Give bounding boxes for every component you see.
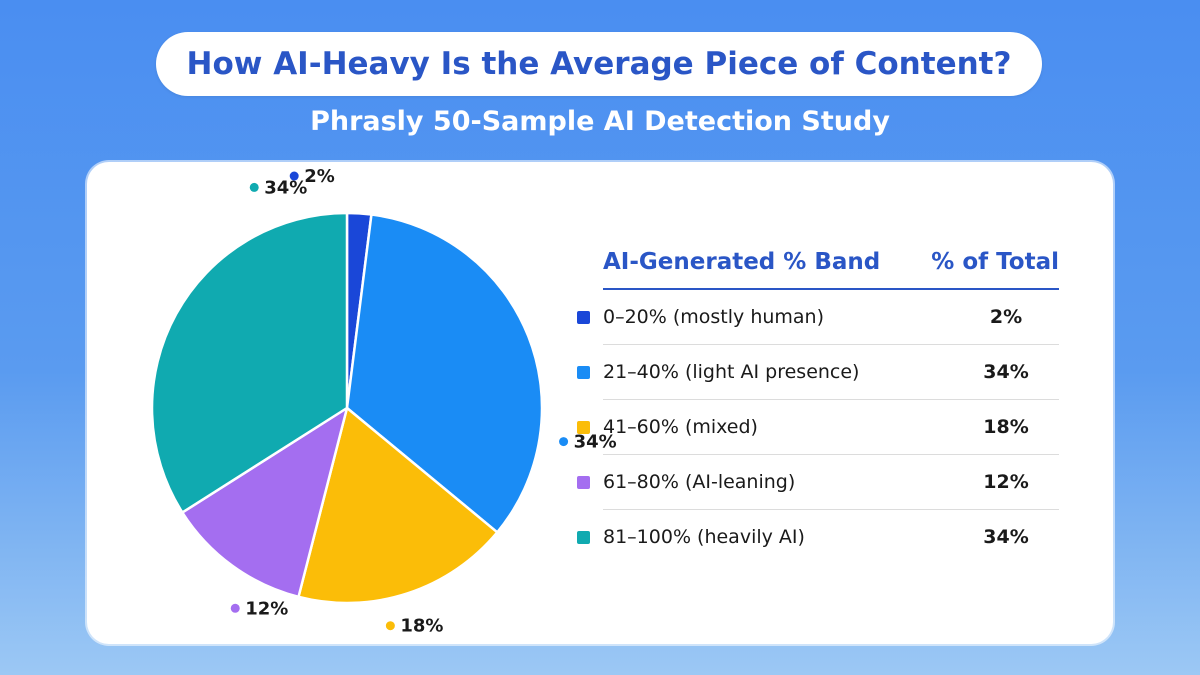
legend-swatch bbox=[577, 475, 590, 489]
pie-label-text: 2% bbox=[304, 166, 335, 187]
legend-swatch bbox=[577, 420, 590, 434]
legend-table-body: 0–20% (mostly human) 2% 21–40% (light AI p… bbox=[577, 290, 1059, 564]
pie-label-text: 12% bbox=[245, 598, 288, 619]
legend-band-value: 18% bbox=[983, 416, 1029, 438]
pie-data-label: 12% bbox=[230, 598, 288, 619]
legend-row: 21–40% (light AI presence) 34% bbox=[577, 345, 1059, 400]
pie-slice bbox=[181, 406, 349, 599]
legend-band-value: 34% bbox=[983, 526, 1029, 548]
legend-band-value: 34% bbox=[983, 361, 1029, 383]
legend-swatch bbox=[577, 310, 590, 324]
legend-band-label: 81–100% (heavily AI) bbox=[603, 526, 805, 548]
legend-swatch bbox=[577, 530, 590, 544]
pie-data-label: 18% bbox=[385, 616, 443, 637]
legend-row: 61–80% (AI-leaning) 12% bbox=[577, 455, 1059, 510]
legend-band-label: 41–60% (mixed) bbox=[603, 416, 758, 438]
pie-slices bbox=[150, 211, 544, 605]
pie-slice bbox=[345, 213, 544, 534]
chart-title-text: How AI-Heavy Is the Average Piece of Con… bbox=[186, 46, 1012, 82]
legend-table-header: AI-Generated % Band % of Total bbox=[603, 236, 1059, 290]
pie-data-label: 34% bbox=[249, 177, 307, 198]
pie-data-label: 2% bbox=[289, 166, 335, 187]
legend-swatch bbox=[577, 365, 590, 379]
pie-label-text: 34% bbox=[574, 432, 617, 453]
legend-band-label: 61–80% (AI-leaning) bbox=[603, 471, 796, 493]
legend-table: AI-Generated % Band % of Total 0–20% (mo… bbox=[577, 236, 1059, 564]
pie-data-label: 34% bbox=[559, 432, 617, 453]
legend-band-value: 2% bbox=[989, 306, 1023, 328]
label-dot bbox=[559, 437, 569, 447]
legend-band-label: 21–40% (light AI presence) bbox=[603, 361, 860, 383]
legend-band-label: 0–20% (mostly human) bbox=[603, 306, 825, 328]
chart-title: How AI-Heavy Is the Average Piece of Con… bbox=[156, 32, 1042, 96]
legend-row: 0–20% (mostly human) 2% bbox=[577, 290, 1059, 345]
legend-row: 41–60% (mixed) 18% bbox=[577, 400, 1059, 455]
pie-label-text: 18% bbox=[400, 616, 443, 637]
pie-label-text: 34% bbox=[264, 177, 307, 198]
column-header-band: AI-Generated % Band bbox=[603, 249, 881, 275]
label-dot bbox=[385, 621, 395, 631]
pie-labels: 2%34%18%12%34% bbox=[230, 166, 617, 637]
pie-slice bbox=[150, 211, 349, 514]
legend-row: 81–100% (heavily AI) 34% bbox=[577, 510, 1059, 564]
pie-slice bbox=[297, 406, 499, 605]
label-dot bbox=[230, 603, 240, 613]
label-dot bbox=[289, 171, 299, 181]
label-dot bbox=[249, 182, 259, 192]
chart-subtitle: Phrasly 50-Sample AI Detection Study bbox=[310, 106, 890, 137]
legend-band-value: 12% bbox=[983, 471, 1029, 493]
column-header-total: % of Total bbox=[931, 249, 1059, 275]
